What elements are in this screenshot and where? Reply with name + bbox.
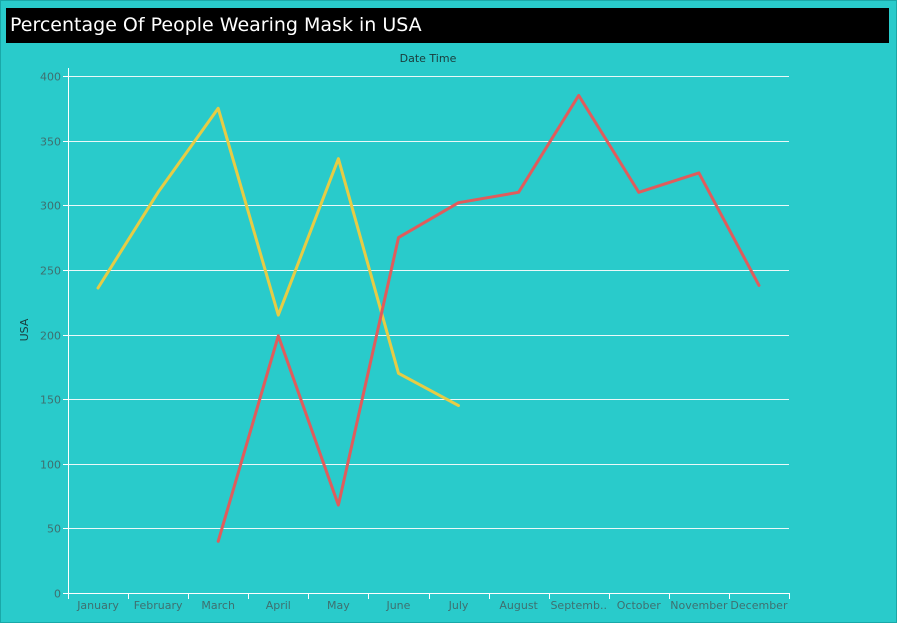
y-axis-title: USA — [18, 318, 31, 341]
y-tick-label: 350 — [40, 136, 61, 149]
x-tick-label: November — [670, 599, 728, 612]
x-axis-title: Date Time — [400, 52, 457, 65]
x-tick-label: August — [499, 599, 538, 612]
x-tick-label: Septemb.. — [550, 599, 607, 612]
axes — [63, 68, 790, 599]
series-2-line — [216, 93, 761, 543]
y-tick-label: 100 — [40, 459, 61, 472]
x-tick-label: December — [730, 599, 788, 612]
y-tick-label: 300 — [40, 200, 61, 213]
y-tick-label: 150 — [40, 394, 61, 407]
x-tick-label: June — [385, 599, 410, 612]
series-lines — [96, 93, 761, 543]
x-tick-label: May — [327, 599, 350, 612]
x-tick-label: March — [201, 599, 235, 612]
y-tick-label: 50 — [47, 523, 61, 536]
y-tick-label: 0 — [54, 588, 61, 601]
x-tick-label: April — [266, 599, 291, 612]
y-tick-label: 250 — [40, 265, 61, 278]
x-tick-label: January — [76, 599, 119, 612]
chart-title: Percentage Of People Wearing Mask in USA — [6, 8, 889, 43]
x-tick-label: October — [617, 599, 661, 612]
tick-labels: 0 50 100 150 200 250 300 350 400 January February M… — [40, 71, 788, 613]
y-tick-label: 400 — [40, 71, 61, 84]
gridlines — [68, 76, 789, 594]
x-tick-label: February — [134, 599, 183, 612]
x-tick-label: July — [448, 599, 469, 612]
y-tick-label: 200 — [40, 330, 61, 343]
series-1-line — [96, 106, 460, 408]
